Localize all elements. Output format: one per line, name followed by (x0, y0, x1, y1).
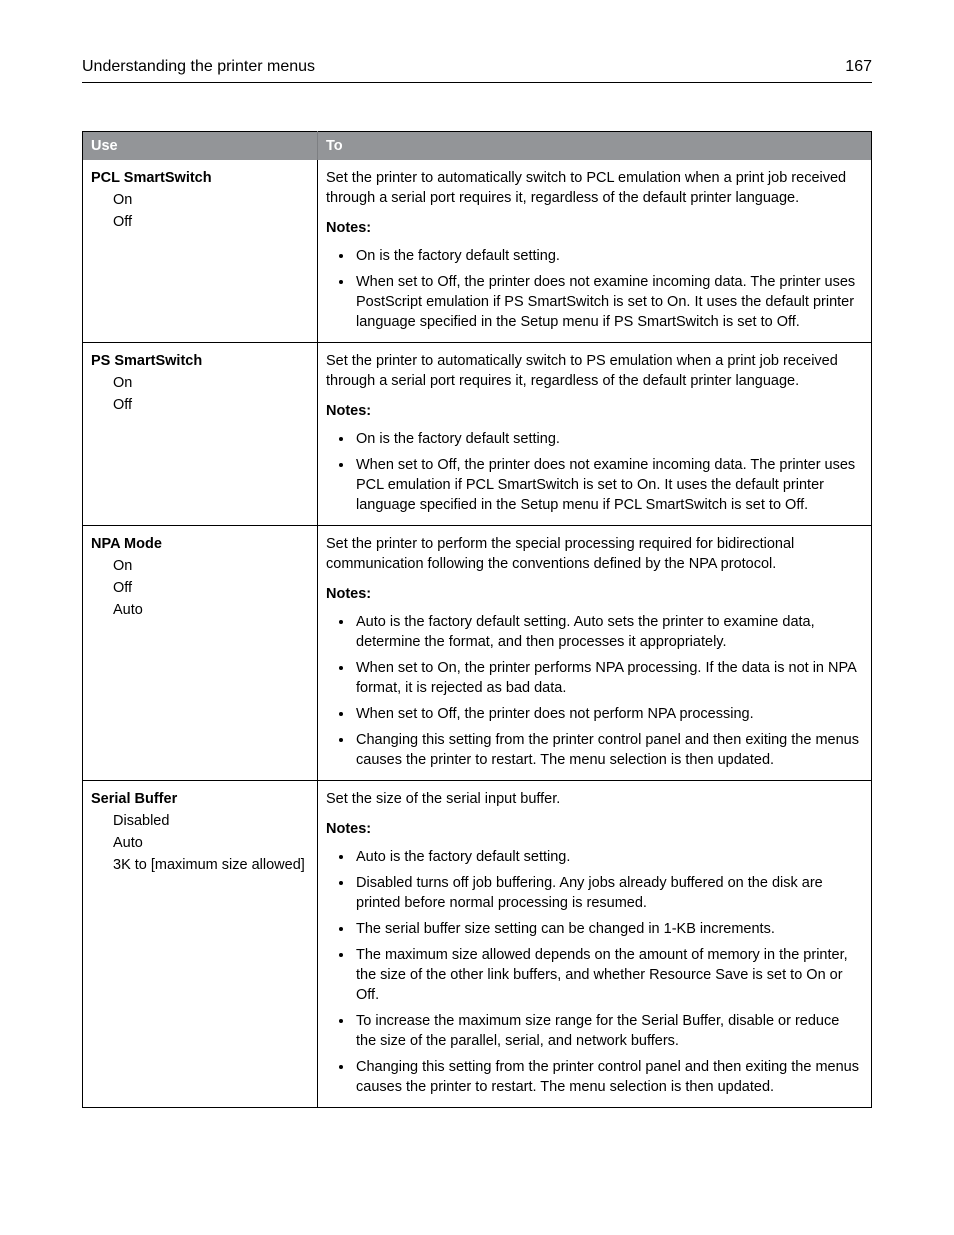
option-value: On (113, 190, 309, 210)
option-value: Auto (113, 833, 309, 853)
description-text: Set the printer to perform the special p… (326, 534, 863, 574)
col-header-to: To (318, 132, 872, 161)
option-value: Auto (113, 600, 309, 620)
notes-label: Notes: (326, 218, 863, 238)
table-header-row: Use To (83, 132, 872, 161)
note-item: On is the factory default setting. (354, 246, 863, 266)
page: Understanding the printer menus 167 Use … (0, 0, 954, 1148)
note-item: The serial buffer size setting can be ch… (354, 919, 863, 939)
use-cell: Serial Buffer Disabled Auto 3K to [maxim… (83, 781, 318, 1108)
notes-label: Notes: (326, 401, 863, 421)
note-item: When set to On, the printer performs NPA… (354, 658, 863, 698)
note-item: The maximum size allowed depends on the … (354, 945, 863, 1005)
option-value: 3K to [maximum size allowed] (113, 855, 309, 875)
option-value: Off (113, 212, 309, 232)
description-text: Set the printer to automatically switch … (326, 351, 863, 391)
notes-label: Notes: (326, 584, 863, 604)
note-item: Changing this setting from the printer c… (354, 730, 863, 770)
notes-list: Auto is the factory default setting. Aut… (326, 612, 863, 770)
option-value: Disabled (113, 811, 309, 831)
table-row: PS SmartSwitch On Off Set the printer to… (83, 343, 872, 526)
page-title: Understanding the printer menus (82, 58, 315, 76)
note-item: Changing this setting from the printer c… (354, 1057, 863, 1097)
to-cell: Set the size of the serial input buffer.… (318, 781, 872, 1108)
note-item: When set to Off, the printer does not ex… (354, 455, 863, 515)
option-list: On Off (113, 190, 309, 232)
to-cell: Set the printer to automatically switch … (318, 343, 872, 526)
table-row: PCL SmartSwitch On Off Set the printer t… (83, 160, 872, 343)
table-row: Serial Buffer Disabled Auto 3K to [maxim… (83, 781, 872, 1108)
option-value: On (113, 556, 309, 576)
option-title: Serial Buffer (91, 789, 309, 809)
note-item: When set to Off, the printer does not pe… (354, 704, 863, 724)
note-item: Auto is the factory default setting. Aut… (354, 612, 863, 652)
description-text: Set the size of the serial input buffer. (326, 789, 863, 809)
page-number: 167 (845, 58, 872, 76)
notes-list: Auto is the factory default setting. Dis… (326, 847, 863, 1097)
col-header-use: Use (83, 132, 318, 161)
note-item: Auto is the factory default setting. (354, 847, 863, 867)
use-cell: PS SmartSwitch On Off (83, 343, 318, 526)
use-cell: NPA Mode On Off Auto (83, 526, 318, 781)
notes-list: On is the factory default setting. When … (326, 429, 863, 515)
option-title: PCL SmartSwitch (91, 168, 309, 188)
note-item: On is the factory default setting. (354, 429, 863, 449)
table-row: NPA Mode On Off Auto Set the printer to … (83, 526, 872, 781)
to-cell: Set the printer to automatically switch … (318, 160, 872, 343)
option-value: Off (113, 578, 309, 598)
option-title: NPA Mode (91, 534, 309, 554)
option-value: On (113, 373, 309, 393)
option-list: Disabled Auto 3K to [maximum size allowe… (113, 811, 309, 875)
notes-label: Notes: (326, 819, 863, 839)
option-value: Off (113, 395, 309, 415)
note-item: To increase the maximum size range for t… (354, 1011, 863, 1051)
note-item: Disabled turns off job buffering. Any jo… (354, 873, 863, 913)
notes-list: On is the factory default setting. When … (326, 246, 863, 332)
option-title: PS SmartSwitch (91, 351, 309, 371)
to-cell: Set the printer to perform the special p… (318, 526, 872, 781)
description-text: Set the printer to automatically switch … (326, 168, 863, 208)
option-list: On Off Auto (113, 556, 309, 620)
use-cell: PCL SmartSwitch On Off (83, 160, 318, 343)
menu-table: Use To PCL SmartSwitch On Off Set the pr… (82, 131, 872, 1108)
running-header: Understanding the printer menus 167 (82, 58, 872, 83)
option-list: On Off (113, 373, 309, 415)
note-item: When set to Off, the printer does not ex… (354, 272, 863, 332)
